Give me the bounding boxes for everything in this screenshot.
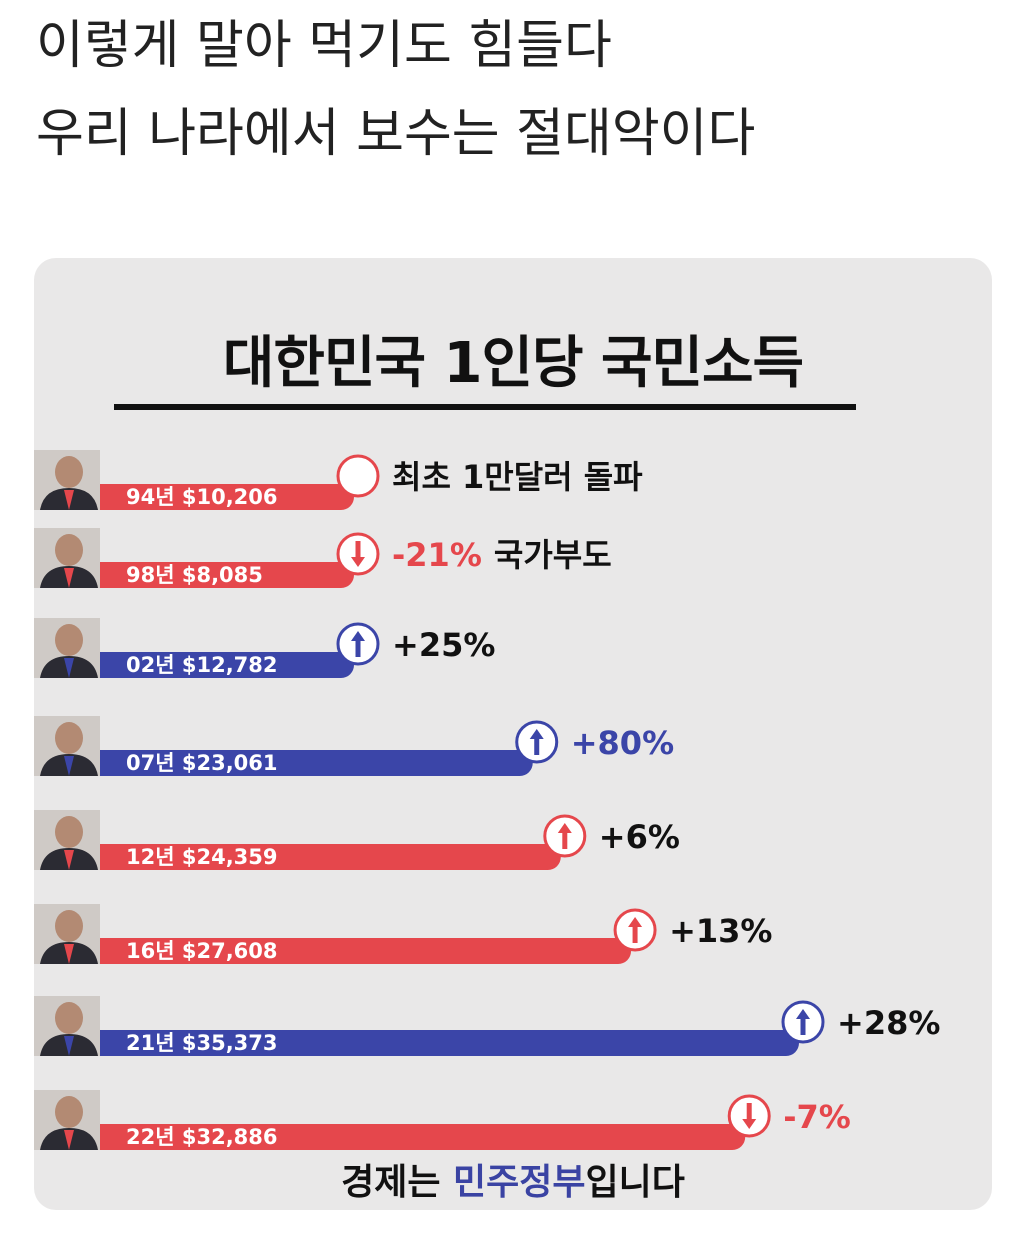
- portrait-tie: [64, 490, 74, 510]
- bar-label: 94년 $10,206: [126, 485, 278, 509]
- bar-row-98년: 98년 $8,085 -21% 국가부도: [34, 528, 612, 588]
- portrait-photo: [34, 716, 100, 776]
- change-annotation: +6%: [599, 818, 680, 856]
- portrait-photo: [34, 996, 100, 1056]
- portrait-photo: [34, 618, 100, 678]
- bar: [34, 750, 533, 776]
- bar-label: 02년 $12,782: [126, 653, 278, 677]
- bar-label: 12년 $24,359: [126, 845, 278, 869]
- portrait-photo: [34, 450, 100, 510]
- change-annotation: -21% 국가부도: [392, 536, 612, 574]
- arrow-up-icon: [515, 720, 559, 764]
- portrait-tie: [64, 756, 74, 776]
- footer-slogan: 경제는 민주정부입니다: [34, 1153, 992, 1205]
- portrait-photo: [34, 528, 100, 588]
- bar-label: 98년 $8,085: [126, 563, 263, 587]
- change-annotation: +80%: [571, 724, 674, 762]
- bar-row-21년: 21년 $35,373 +28%: [34, 996, 940, 1056]
- bar-label: 16년 $27,608: [126, 939, 278, 963]
- portrait-face: [55, 456, 83, 488]
- infographic-card: 대한민국 1인당 국민소득 94년 $10,206 최초 1만달러 돌파 98년 $…: [34, 258, 992, 1210]
- bar-row-94년: 94년 $10,206 최초 1만달러 돌파: [34, 450, 643, 510]
- arrow-up-glyph: [628, 917, 643, 943]
- arrow-down-glyph: [351, 541, 365, 567]
- arrow-up-icon: [781, 1000, 825, 1044]
- portrait-tie: [64, 1130, 74, 1150]
- bar: [34, 562, 354, 588]
- arrow-up-icon: [543, 814, 587, 858]
- footer-suffix: 입니다: [585, 1162, 685, 1203]
- bar-label: 22년 $32,886: [126, 1125, 278, 1149]
- footer-prefix: 경제는: [341, 1162, 454, 1203]
- bar-row-22년: 22년 $32,886 -7%: [34, 1090, 851, 1150]
- change-percent: -21%: [392, 536, 482, 574]
- change-percent: -7%: [783, 1098, 851, 1136]
- portrait-face: [55, 1002, 83, 1034]
- bar: [34, 1030, 799, 1056]
- indicator-circle: [336, 454, 380, 498]
- bar: [34, 844, 561, 870]
- bar-row-12년: 12년 $24,359 +6%: [34, 810, 680, 870]
- portrait-face: [55, 1096, 83, 1128]
- change-annotation: 최초 1만달러 돌파: [392, 458, 643, 496]
- portrait-tie: [64, 1036, 74, 1056]
- post-text-line-1: 이렇게 말아 먹기도 힘들다: [36, 16, 612, 76]
- portrait-tie: [64, 658, 74, 678]
- chart-title: 대한민국 1인당 국민소득: [222, 331, 804, 396]
- bar: [34, 652, 354, 678]
- arrow-up-icon: [613, 908, 657, 952]
- arrow-up-glyph: [557, 823, 572, 849]
- bar-label: 07년 $23,061: [126, 751, 278, 775]
- portrait-photo: [34, 810, 100, 870]
- change-annotation: +13%: [669, 912, 772, 950]
- arrow-down-icon: [727, 1094, 771, 1138]
- bar: [34, 484, 354, 510]
- portrait-face: [55, 534, 83, 566]
- change-note: 국가부도: [494, 536, 612, 574]
- portrait-tie: [64, 568, 74, 588]
- portrait-face: [55, 624, 83, 656]
- portrait-face: [55, 910, 83, 942]
- portrait-face: [55, 816, 83, 848]
- bar: [34, 938, 632, 964]
- arrow-up-glyph: [796, 1009, 810, 1035]
- change-annotation: +25%: [392, 626, 495, 664]
- portrait-tie: [64, 850, 74, 870]
- arrow-up-glyph: [351, 631, 365, 657]
- bar-label: 21년 $35,373: [126, 1031, 278, 1055]
- footer-highlight: 민주정부: [453, 1162, 586, 1203]
- bar-row-07년: 07년 $23,061 +80%: [34, 716, 674, 776]
- arrow-up-icon: [336, 622, 380, 666]
- change-annotation: +28%: [837, 1004, 940, 1042]
- title-divider: [114, 404, 856, 410]
- portrait-photo: [34, 1090, 100, 1150]
- arrow-down-icon: [336, 532, 380, 576]
- change-annotation: -7%: [783, 1098, 851, 1136]
- bar-row-02년: 02년 $12,782 +25%: [34, 618, 495, 678]
- post-text-line-2: 우리 나라에서 보수는 절대악이다: [36, 104, 756, 164]
- bar-row-16년: 16년 $27,608 +13%: [34, 904, 772, 964]
- arrow-up-glyph: [529, 729, 544, 755]
- portrait-photo: [34, 904, 100, 964]
- bar: [34, 1124, 746, 1150]
- milestone-circle-icon: [336, 454, 380, 498]
- portrait-face: [55, 722, 83, 754]
- income-bar-chart: 94년 $10,206 최초 1만달러 돌파 98년 $8,085 -21% 국가부도 0…: [34, 450, 940, 1150]
- arrow-down-glyph: [742, 1103, 757, 1129]
- portrait-tie: [64, 944, 74, 964]
